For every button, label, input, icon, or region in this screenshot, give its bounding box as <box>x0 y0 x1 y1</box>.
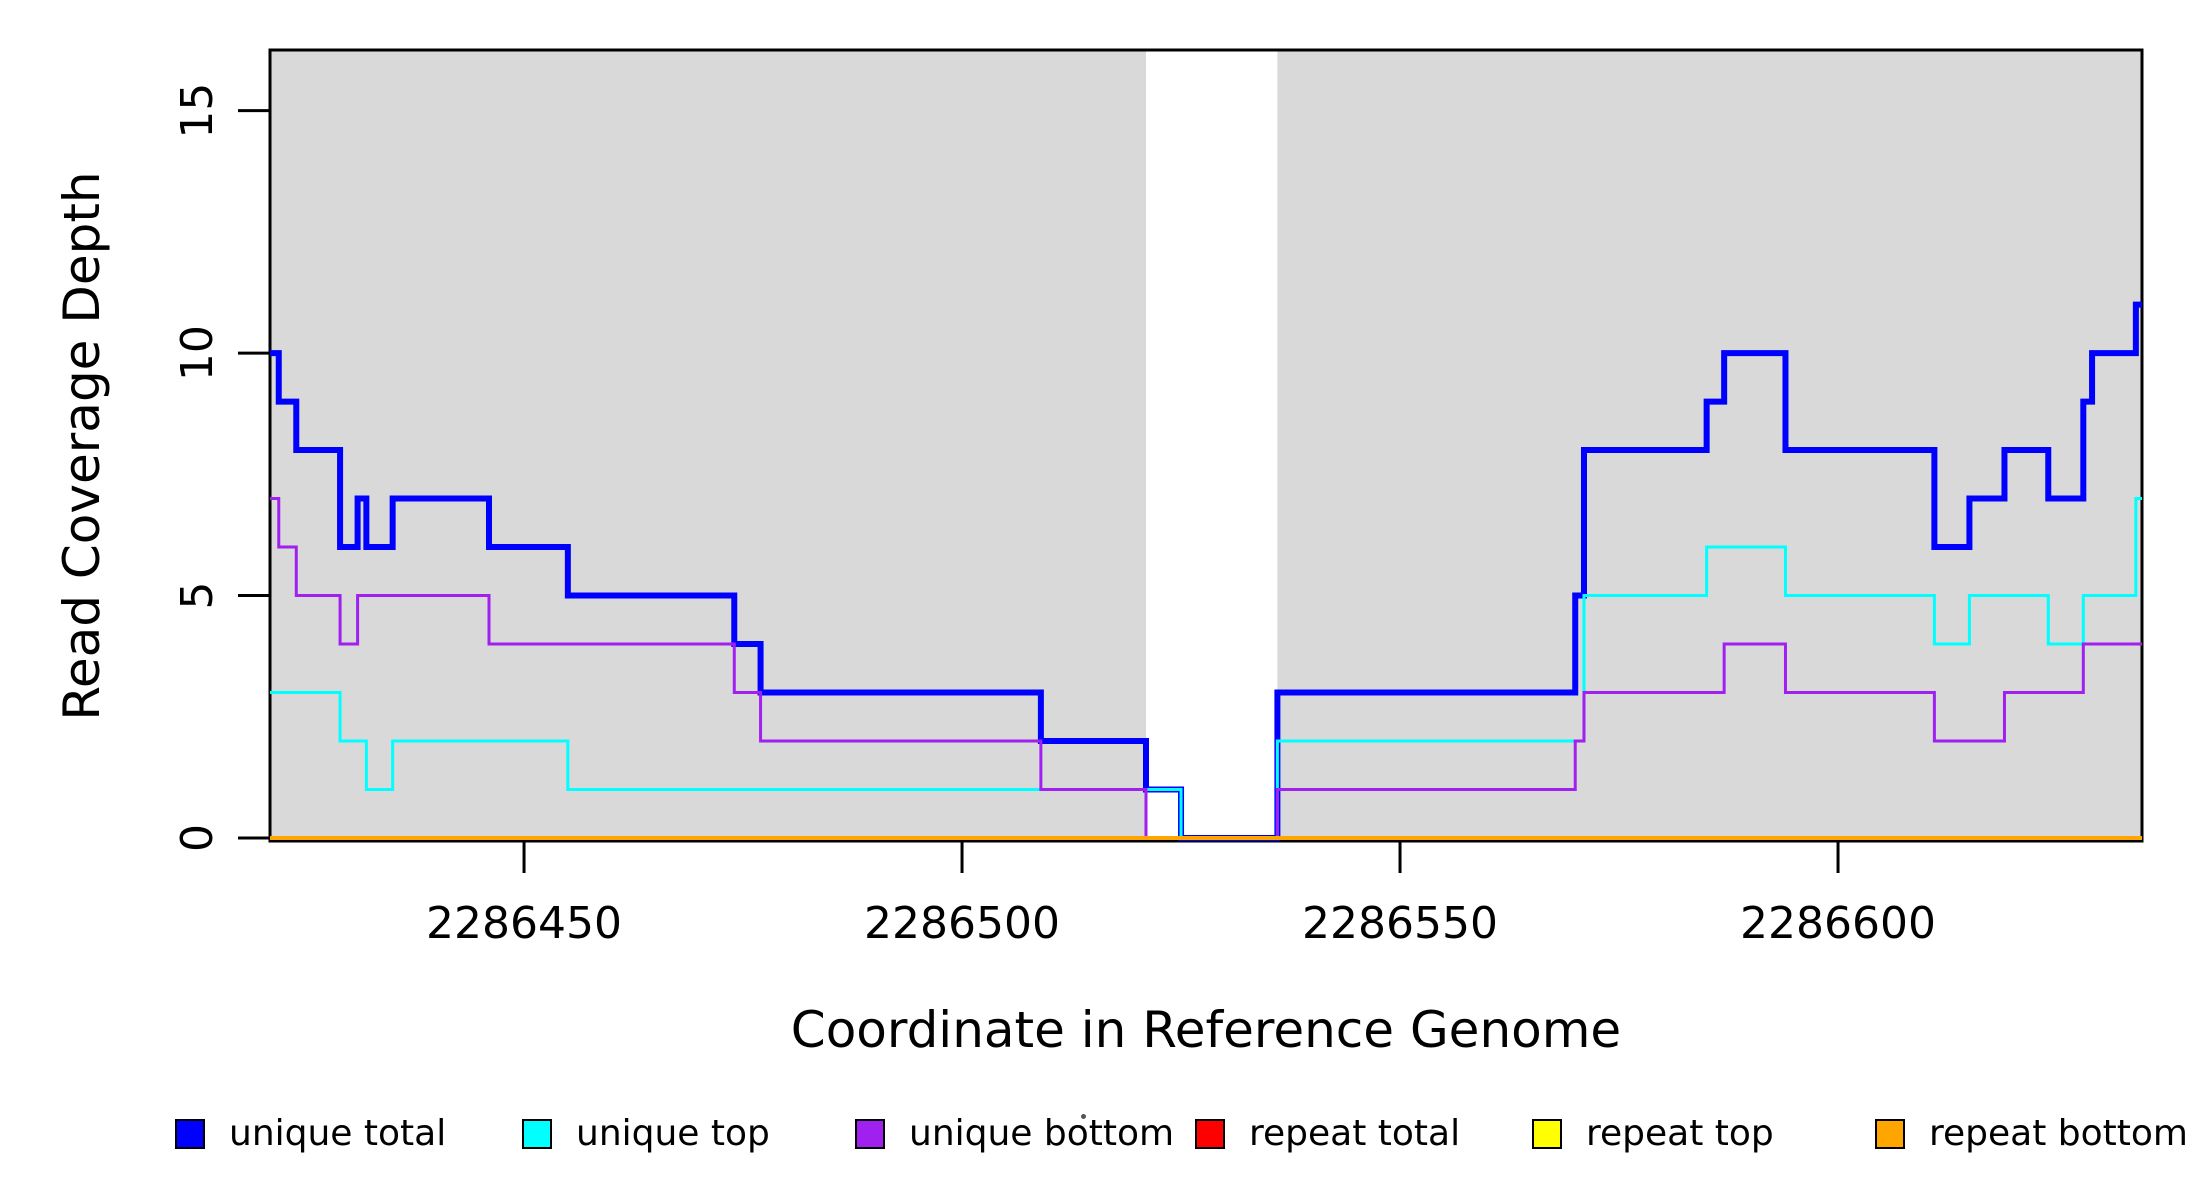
x-tick-label: 2286550 <box>1302 898 1498 949</box>
legend-swatch-repeat-top <box>1532 1119 1562 1149</box>
y-tick-label: 0 <box>172 824 223 852</box>
x-tick-label: 2286450 <box>426 898 622 949</box>
legend-item-repeat-top: repeat top <box>1532 1108 1774 1160</box>
legend: unique total unique top unique bottom repea… <box>0 1108 2200 1168</box>
shaded-region <box>1277 50 2142 841</box>
legend-item-unique-total: unique total <box>175 1108 446 1160</box>
shaded-region <box>270 50 1146 841</box>
legend-label: unique bottom <box>909 1113 1175 1154</box>
legend-label: repeat total <box>1249 1113 1461 1154</box>
legend-swatch-unique-total <box>175 1119 205 1149</box>
y-tick-label: 10 <box>172 325 223 381</box>
legend-label: repeat top <box>1586 1113 1774 1154</box>
legend-item-repeat-bottom: repeat bottom <box>1875 1108 2188 1160</box>
legend-label: unique total <box>229 1113 447 1154</box>
legend-label: repeat bottom <box>1929 1113 2188 1154</box>
x-tick-label: 2286500 <box>864 898 1060 949</box>
legend-item-unique-top: unique top <box>522 1108 770 1160</box>
x-tick-label: 2286600 <box>1740 898 1936 949</box>
y-tick-label: 15 <box>172 83 223 139</box>
series-unique-bottom-line <box>270 497 2142 840</box>
legend-item-repeat-total: repeat total <box>1195 1108 1460 1160</box>
y-tick-label: 5 <box>172 582 223 610</box>
legend-swatch-repeat-total <box>1195 1119 1225 1149</box>
legend-label: unique top <box>576 1113 770 1154</box>
x-axis-title: Coordinate in Reference Genome <box>790 1001 1622 1059</box>
legend-item-unique-bottom: unique bottom <box>855 1108 1174 1160</box>
y-axis-title: Read Coverage Depth <box>53 171 111 721</box>
series-unique-top-line <box>270 497 2142 840</box>
legend-swatch-unique-bottom <box>855 1119 885 1149</box>
legend-swatch-unique-top <box>522 1119 552 1149</box>
legend-swatch-repeat-bottom <box>1875 1119 1905 1149</box>
stray-dot <box>1081 1114 1086 1119</box>
